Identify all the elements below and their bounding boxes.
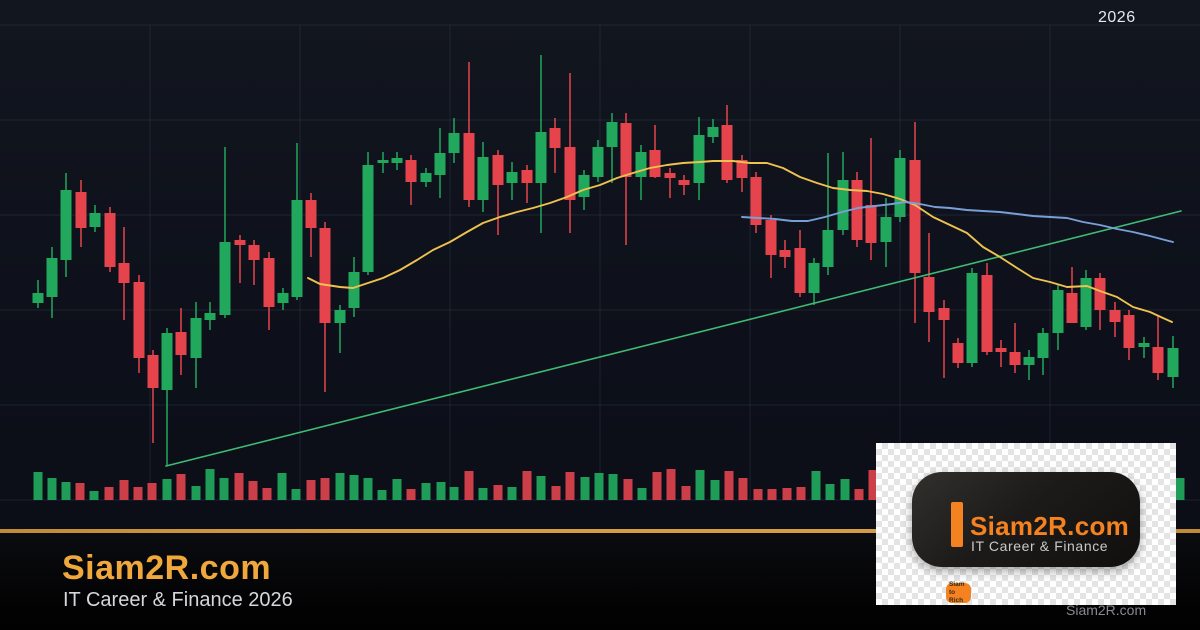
site-title: Siam2R.com — [62, 549, 272, 587]
badge-line-2: to Rich — [949, 589, 964, 604]
watermark-card: Siam2R.com IT Career & Finance Siam to R… — [876, 443, 1176, 605]
badge-line-1: Siam — [949, 581, 965, 588]
siam-to-rich-badge: Siam to Rich — [946, 581, 971, 604]
logo-subtitle: IT Career & Finance — [971, 538, 1109, 554]
year-label: 2026 — [1098, 9, 1136, 26]
logo-card: Siam2R.com IT Career & Finance Siam to R… — [912, 472, 1140, 604]
site-subtitle: IT Career & Finance 2026 — [63, 589, 293, 611]
watermark-small-text: Siam2R.com — [1066, 602, 1147, 618]
logo-title: Siam2R.com — [970, 511, 1130, 541]
logo-accent-bar-icon — [951, 502, 963, 547]
accent-divider — [0, 529, 1200, 533]
